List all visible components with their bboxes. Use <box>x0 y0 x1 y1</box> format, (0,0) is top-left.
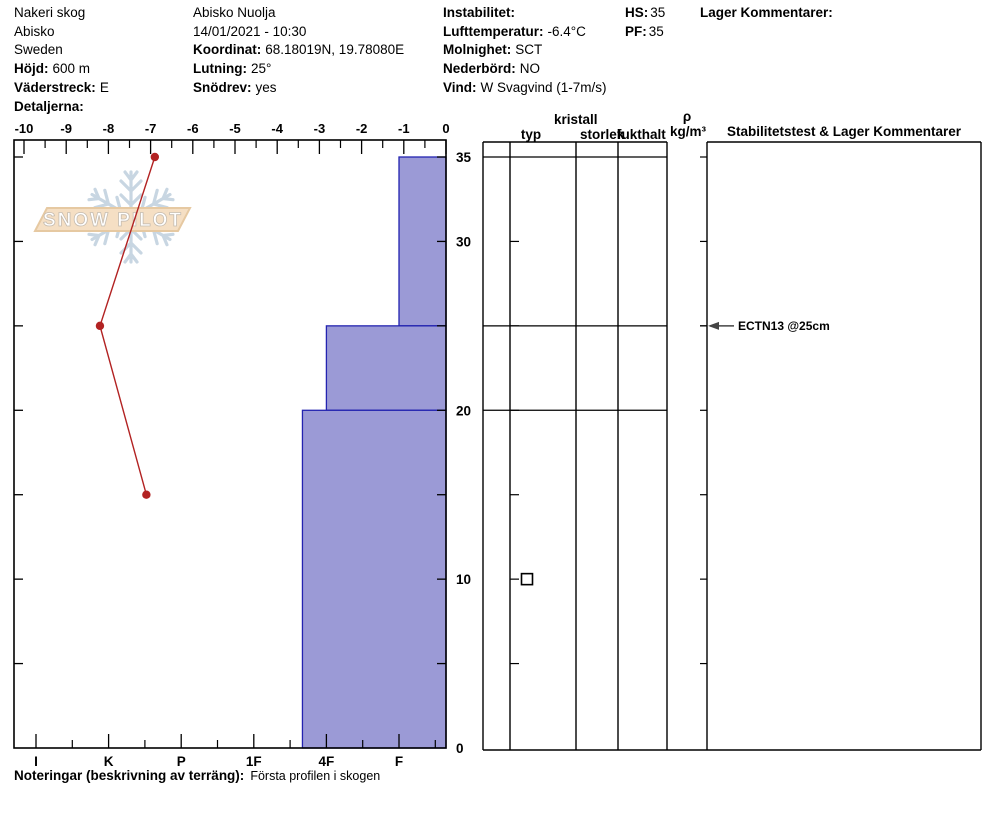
layer-data-table-grid <box>482 141 982 751</box>
temp-tick-label: -6 <box>187 121 199 136</box>
wind-row: Vind: W Svagvind (1-7m/s) <box>443 79 607 95</box>
hardness-tick-label: 4F <box>319 754 335 769</box>
temperature-profile-line <box>95 152 160 499</box>
slope-row: Lutning: 25° <box>193 61 272 77</box>
temp-tick-label: -7 <box>145 121 157 136</box>
stability-arrow-head <box>708 321 719 330</box>
watermark-text: SNOW PILOT <box>43 210 183 231</box>
snowpilot-watermark: SNOW PILOT <box>33 170 192 264</box>
datetime: 14/01/2021 - 10:30 <box>193 23 307 39</box>
column-header-stability: Stabilitetstest & Lager Kommentarer <box>727 124 962 139</box>
hs-row: HS: 35 <box>625 5 666 20</box>
hardness-bar <box>301 409 447 749</box>
instability-row: Instabilitet: <box>443 5 516 20</box>
elevation-row: Höjd: 600 m <box>14 61 91 77</box>
depth-label: 0 <box>456 741 464 756</box>
depth-label: 20 <box>456 403 471 418</box>
hardness-tick-label: I <box>34 754 38 769</box>
column-header-storlek: storlek <box>580 127 625 142</box>
hardness-tick-label: K <box>104 754 114 769</box>
header-column-layer-comments: Lager Kommentarer: <box>700 4 833 23</box>
terrain-notes-label: Noteringar (beskrivning av terräng): <box>14 768 245 783</box>
layer-comments-row: Lager Kommentarer: <box>700 5 833 20</box>
terrain-notes-value: Första profilen i skogen <box>250 769 381 783</box>
header-column-site: Nakeri skog Abisko Sweden Höjd: 600 m Väd… <box>14 4 109 116</box>
column-header-kristall: kristall <box>554 112 598 127</box>
location-name: Abisko Nuolja <box>193 5 276 20</box>
terrain-notes: Noteringar (beskrivning av terräng): Förs… <box>14 767 380 785</box>
air-temp-row: Lufttemperatur: -6.4°C <box>443 23 586 39</box>
temp-tick-label: -5 <box>229 121 241 136</box>
drifting-snow-row: Snödrev: yes <box>193 79 277 95</box>
site-name: Nakeri skog <box>14 5 86 20</box>
area-name: Abisko <box>14 23 55 39</box>
header-column-hs-pf: HS: 35 PF: 35 <box>625 4 665 41</box>
coordinates-row: Koordinat: 68.18019N, 19.78080E <box>193 42 405 58</box>
temp-tick-label: -3 <box>314 121 326 136</box>
temperature-point <box>142 490 151 499</box>
temp-tick-label: -8 <box>103 121 115 136</box>
plot-border <box>13 139 447 749</box>
country-name: Sweden <box>14 42 63 58</box>
column-header-typ: typ <box>521 127 541 142</box>
column-header-rho-unit: kg/m³ <box>670 124 707 139</box>
header-column-weather: Instabilitet: Lufttemperatur: -6.4°C Moln… <box>443 4 607 98</box>
hardness-tick-label: F <box>395 754 403 769</box>
column-header-rho: ρ <box>683 109 691 124</box>
depth-label: 10 <box>456 572 471 587</box>
temp-tick-label: -10 <box>15 121 34 136</box>
hardness-bar <box>325 325 447 411</box>
column-header-fukthalt: fukthalt <box>617 127 666 142</box>
temperature-point <box>150 152 160 162</box>
depth-label: 30 <box>456 234 471 249</box>
pf-row: PF: 35 <box>625 23 664 39</box>
aspect-row: Väderstreck: E <box>14 79 109 95</box>
cloudiness-row: Molnighet: SCT <box>443 42 543 58</box>
hardness-tick-label: P <box>177 754 186 769</box>
depth-label: 35 <box>456 150 472 165</box>
temp-tick-label: -9 <box>60 121 72 136</box>
hardness-bars <box>301 156 447 749</box>
grain-type-facets-symbol <box>520 572 534 586</box>
hardness-tick-label: 1F <box>246 754 262 769</box>
stability-test-label: ECTN13 @25cm <box>738 319 830 333</box>
temp-tick-label: -2 <box>356 121 368 136</box>
temperature-point <box>95 321 105 331</box>
snowflake-branch <box>119 170 143 221</box>
plot-frame <box>13 139 447 749</box>
precipitation-row: Nederbörd: NO <box>443 61 541 77</box>
header-column-location: Abisko Nuolja 14/01/2021 - 10:30 Koordin… <box>193 4 404 98</box>
temp-tick-label: -1 <box>398 121 410 136</box>
temp-tick-label: -4 <box>271 121 283 136</box>
temp-tick-label: 0 <box>442 121 449 136</box>
watermark-band <box>33 207 192 232</box>
details-row: Detaljerna: <box>14 98 84 114</box>
snowflake-branch <box>119 213 143 264</box>
